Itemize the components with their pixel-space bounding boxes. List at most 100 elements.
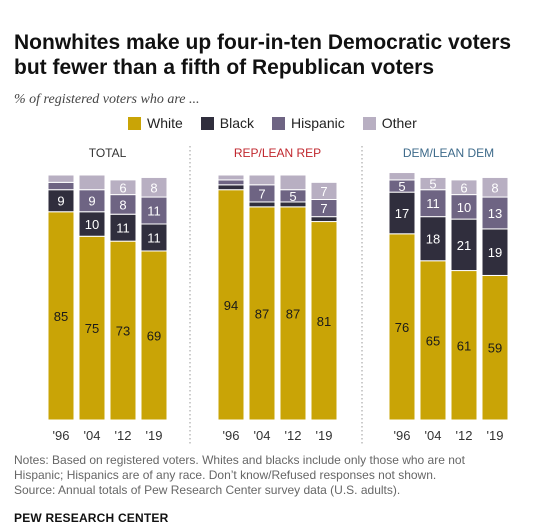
bar-rep-lean-rep-19-white xyxy=(310,221,338,421)
stacked-bar-chart: TOTAL859'9675109'04731186'126911118'19RE… xyxy=(47,146,509,445)
data-label-total-12-black: 11 xyxy=(116,221,130,236)
bar-rep-lean-rep-96-black xyxy=(217,184,245,191)
bar-total-12-white xyxy=(109,240,137,421)
x-tick-total-19: '19 xyxy=(146,428,163,443)
bar-total-12-other xyxy=(109,179,137,196)
bar-total-96-other xyxy=(47,174,75,183)
x-tick-total-04: '04 xyxy=(84,428,101,443)
bar-total-96-hispanic xyxy=(47,181,75,191)
data-label-dem-lean-dem-19-black: 19 xyxy=(488,245,502,260)
data-label-dem-lean-dem-12-black: 21 xyxy=(457,238,471,253)
chart-title-line-1: Nonwhites make up four-in-ten Democratic… xyxy=(14,31,512,54)
legend-swatch-hispanic xyxy=(272,116,286,130)
bar-dem-lean-dem-19-white xyxy=(481,274,509,421)
bar-rep-lean-rep-04-other xyxy=(248,174,276,186)
notes-line-1: Notes: Based on registered voters. White… xyxy=(14,453,465,467)
bar-dem-lean-dem-12-hispanic xyxy=(450,194,478,220)
bar-total-19-hispanic xyxy=(140,196,168,225)
legend-label-white: White xyxy=(147,115,183,131)
data-label-total-12-hispanic: 8 xyxy=(119,197,126,212)
source-line: Source: Annual totals of Pew Research Ce… xyxy=(14,483,401,497)
data-label-rep-lean-rep-19-hispanic: 7 xyxy=(320,201,327,216)
legend: White Black Hispanic Other xyxy=(128,115,435,131)
data-label-dem-lean-dem-96-hispanic: 5 xyxy=(398,179,405,194)
legend-label-hispanic: Hispanic xyxy=(291,115,345,131)
data-label-total-04-black: 10 xyxy=(85,217,99,232)
bar-dem-lean-dem-04-black xyxy=(419,216,447,262)
data-label-dem-lean-dem-19-hispanic: 13 xyxy=(488,206,502,221)
data-label-dem-lean-dem-12-other: 6 xyxy=(460,180,467,195)
bar-total-04-other xyxy=(78,174,106,191)
data-label-total-04-white: 75 xyxy=(85,321,99,336)
legend-item-black: Black xyxy=(200,115,255,131)
data-label-rep-lean-rep-12-hispanic: 5 xyxy=(289,189,296,204)
bar-rep-lean-rep-12-white xyxy=(279,206,307,421)
bar-dem-lean-dem-12-black xyxy=(450,218,478,272)
bar-rep-lean-rep-04-black xyxy=(248,201,276,208)
legend-label-black: Black xyxy=(219,115,255,131)
data-label-rep-lean-rep-04-white: 87 xyxy=(255,306,269,321)
panel-title-dem-lean-dem: DEM/LEAN DEM xyxy=(403,146,494,160)
x-tick-total-96: '96 xyxy=(53,428,70,443)
data-label-rep-lean-rep-96-white: 94 xyxy=(224,298,238,313)
data-label-total-19-other: 8 xyxy=(150,180,157,195)
legend-item-white: White xyxy=(128,115,183,131)
data-label-dem-lean-dem-19-white: 59 xyxy=(488,341,502,356)
data-label-total-04-hispanic: 9 xyxy=(88,194,95,209)
panel-title-total: TOTAL xyxy=(89,146,127,160)
chart-notes: Notes: Based on registered voters. White… xyxy=(14,453,534,498)
bar-dem-lean-dem-04-other xyxy=(419,176,447,191)
data-label-dem-lean-dem-12-white: 61 xyxy=(457,338,471,353)
bar-rep-lean-rep-96-hispanic xyxy=(217,179,245,186)
data-label-dem-lean-dem-19-other: 8 xyxy=(491,180,498,195)
panel-title-rep-lean-rep: REP/LEAN REP xyxy=(234,146,321,160)
data-label-dem-lean-dem-96-white: 76 xyxy=(395,320,409,335)
legend-label-other: Other xyxy=(381,115,417,131)
data-label-total-96-white: 85 xyxy=(54,309,68,324)
bar-dem-lean-dem-19-hispanic xyxy=(481,196,509,230)
x-tick-rep-lean-rep-12: '12 xyxy=(285,428,302,443)
pew-research-center-logo-text: PEW RESEARCH CENTER xyxy=(14,511,169,525)
data-label-total-12-white: 73 xyxy=(116,324,130,339)
chart-subtitle: % of registered voters who are ... xyxy=(14,92,200,107)
data-label-dem-lean-dem-96-black: 17 xyxy=(395,206,409,221)
bar-rep-lean-rep-96-other xyxy=(217,174,245,181)
bar-rep-lean-rep-19-other xyxy=(310,181,338,200)
chart-title: Nonwhites make up four-in-ten Democratic… xyxy=(14,30,534,80)
legend-swatch-white xyxy=(128,116,141,130)
chart-title-line-2: but fewer than a fifth of Republican vot… xyxy=(14,56,435,79)
bar-rep-lean-rep-96-white xyxy=(217,189,245,421)
data-label-rep-lean-rep-12-white: 87 xyxy=(286,306,300,321)
bar-rep-lean-rep-04-white xyxy=(248,206,276,421)
legend-swatch-black xyxy=(200,116,214,130)
x-tick-total-12: '12 xyxy=(115,428,132,443)
data-label-dem-lean-dem-04-white: 65 xyxy=(426,333,440,348)
notes-line-2: Hispanic; Hispanics are of any race. Don… xyxy=(14,468,437,482)
legend-item-other: Other xyxy=(362,115,417,131)
bar-dem-lean-dem-96-white xyxy=(388,233,416,421)
data-label-dem-lean-dem-04-hispanic: 11 xyxy=(426,196,440,211)
x-tick-dem-lean-dem-12: '12 xyxy=(456,428,473,443)
data-label-rep-lean-rep-19-white: 81 xyxy=(317,314,331,329)
bar-rep-lean-rep-19-black xyxy=(310,216,338,223)
data-label-dem-lean-dem-04-black: 18 xyxy=(426,232,440,247)
data-label-total-96-black: 9 xyxy=(57,194,64,209)
data-label-dem-lean-dem-12-hispanic: 10 xyxy=(457,200,471,215)
bar-total-12-black xyxy=(109,213,137,242)
data-label-total-19-hispanic: 11 xyxy=(147,204,161,219)
data-label-rep-lean-rep-04-hispanic: 7 xyxy=(258,186,265,201)
x-tick-dem-lean-dem-19: '19 xyxy=(487,428,504,443)
bar-dem-lean-dem-04-white xyxy=(419,260,447,421)
legend-swatch-other xyxy=(362,116,376,130)
data-label-total-19-white: 69 xyxy=(147,328,161,343)
bar-total-19-black xyxy=(140,223,168,252)
bar-dem-lean-dem-12-other xyxy=(450,179,478,196)
x-tick-dem-lean-dem-04: '04 xyxy=(425,428,442,443)
data-label-total-12-other: 6 xyxy=(119,180,126,195)
x-tick-rep-lean-rep-96: '96 xyxy=(223,428,240,443)
data-label-rep-lean-rep-19-other: 7 xyxy=(320,184,327,199)
bar-total-19-other xyxy=(140,176,168,198)
bar-dem-lean-dem-96-black xyxy=(388,191,416,235)
x-tick-rep-lean-rep-19: '19 xyxy=(316,428,333,443)
data-label-dem-lean-dem-04-other: 5 xyxy=(429,177,436,192)
